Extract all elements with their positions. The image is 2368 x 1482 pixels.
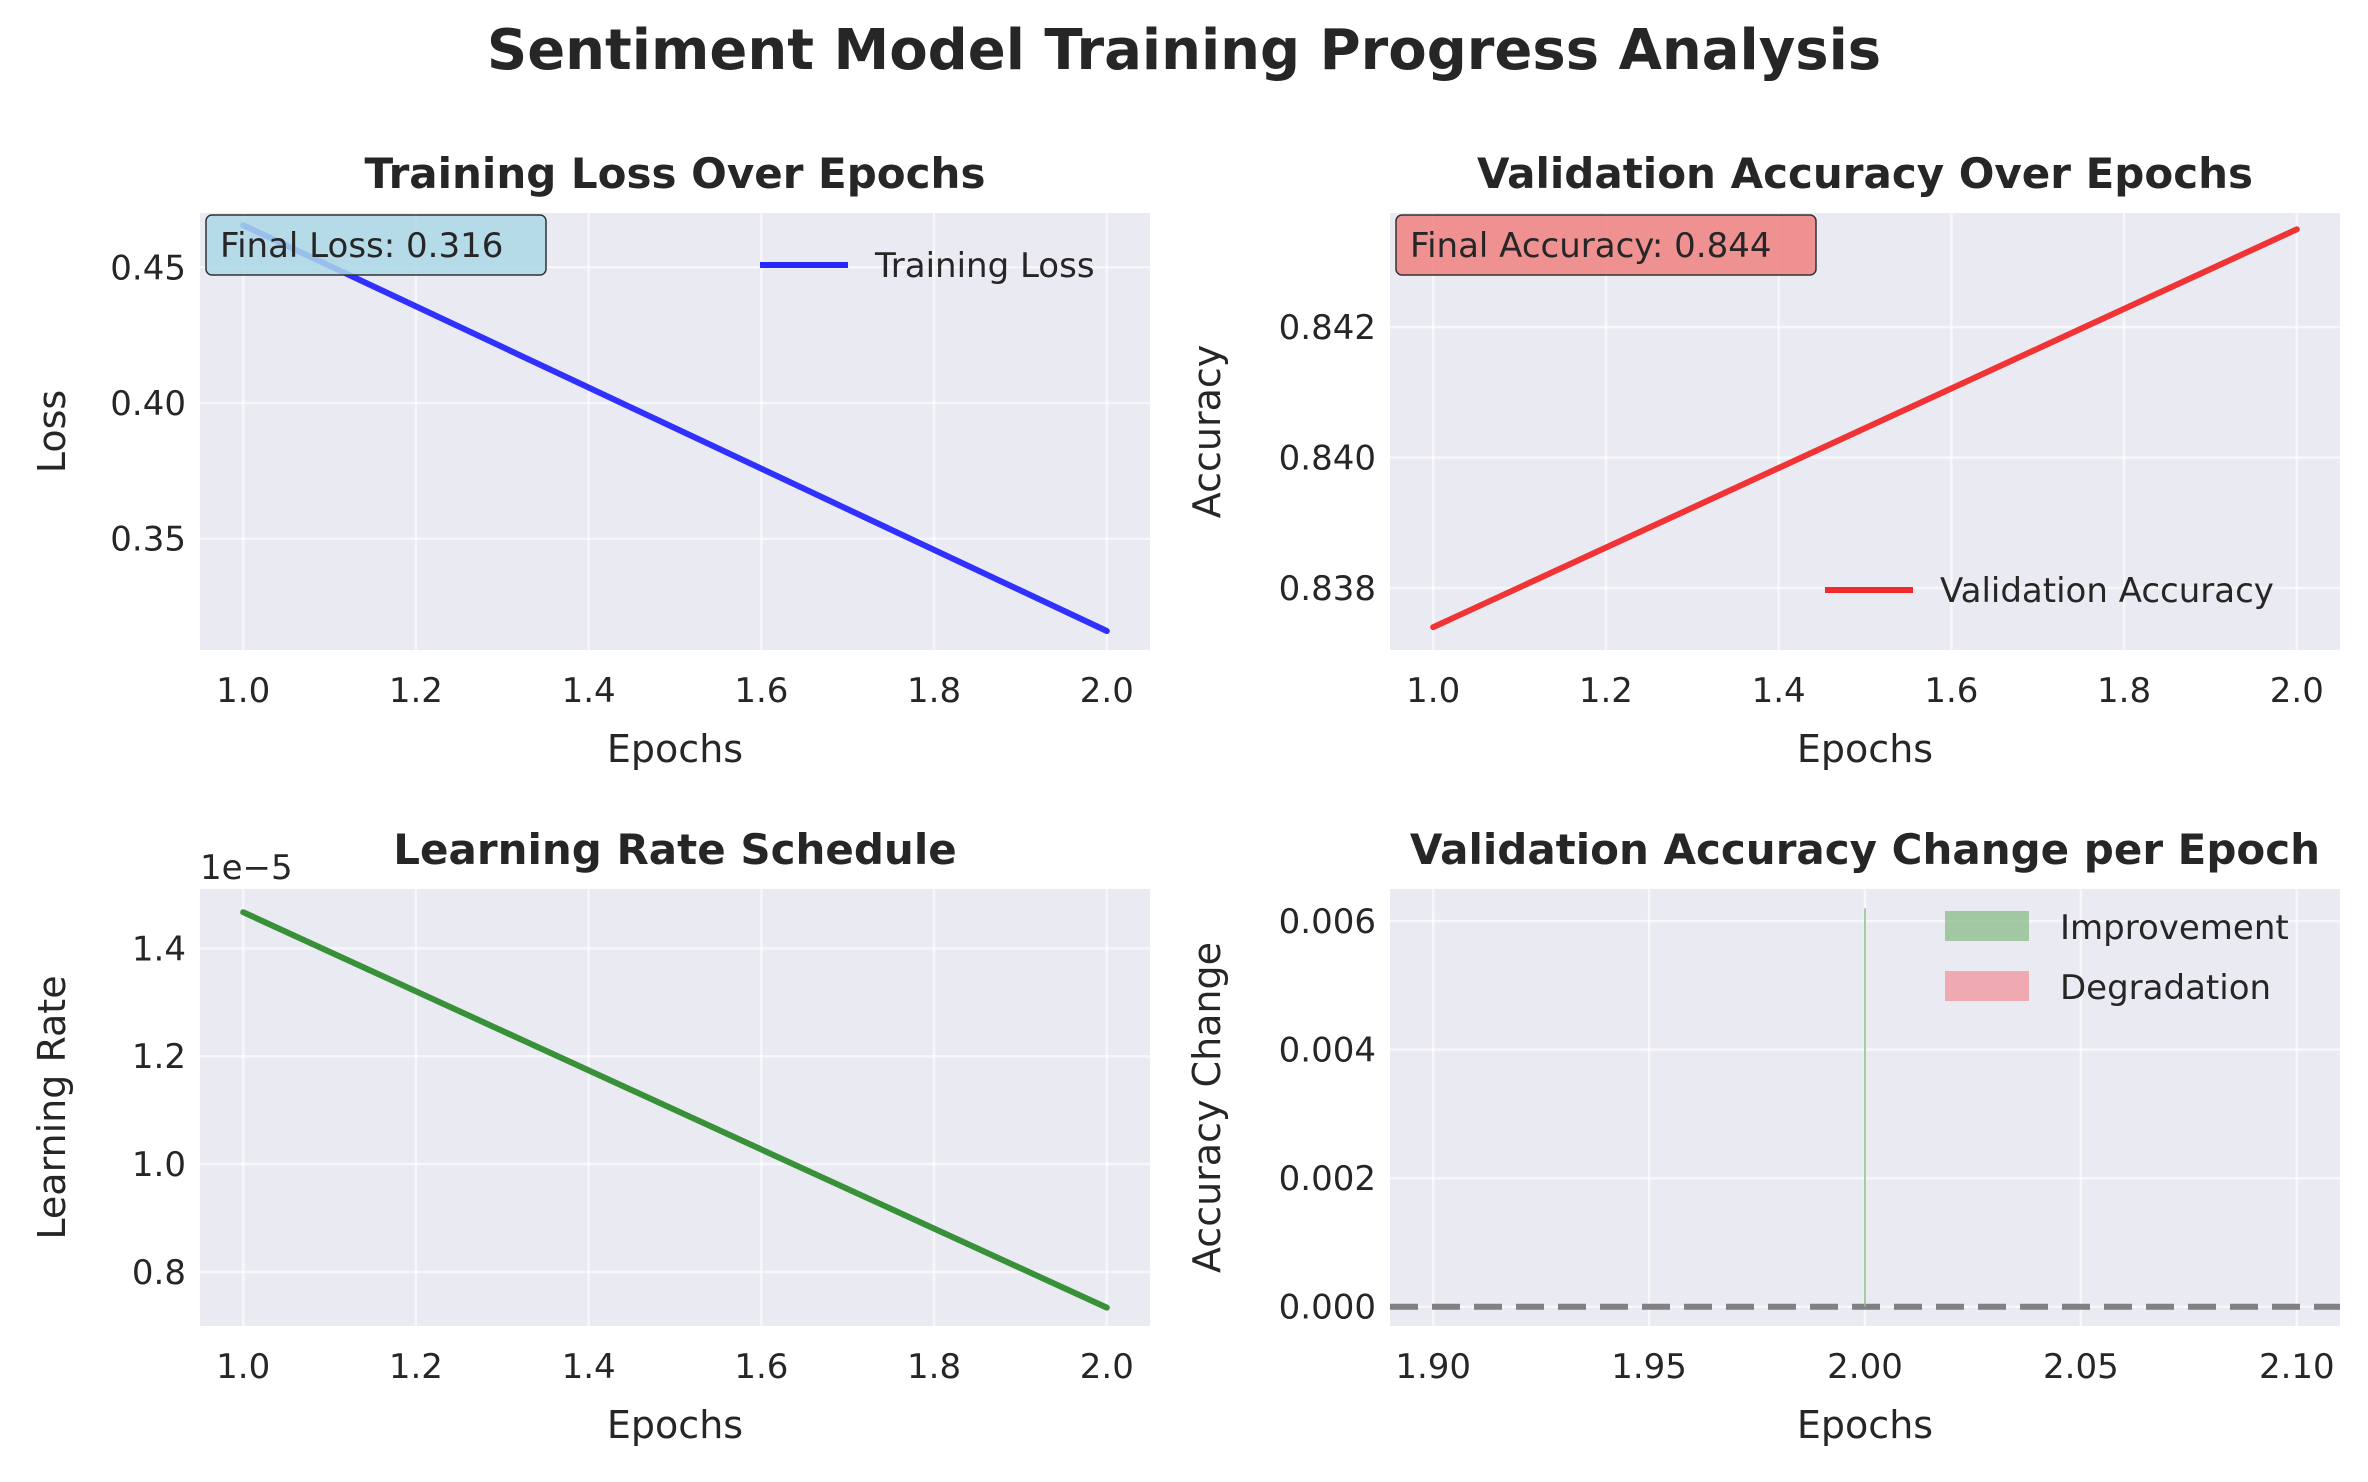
- x-tick-label: 1.2: [1579, 671, 1633, 711]
- x-tick-label: 1.90: [1395, 1347, 1471, 1387]
- x-tick-label: 2.0: [1080, 671, 1134, 711]
- x-tick-label: 1.6: [734, 1347, 788, 1387]
- y-tick-label: 0.840: [1279, 439, 1376, 479]
- legend: Training Loss: [760, 246, 1095, 286]
- y-tick-label: 0.004: [1279, 1031, 1376, 1071]
- final-value-annotation: Final Accuracy: 0.844: [1395, 214, 1817, 276]
- y-axis-label: Learning Rate: [30, 975, 74, 1239]
- legend-swatch-degradation: [1945, 971, 2029, 1001]
- y-axis-label: Loss: [30, 390, 74, 473]
- subplot-title: Validation Accuracy Change per Epoch: [1410, 825, 2320, 874]
- annotation-text: Final Loss: 0.316: [220, 226, 503, 266]
- subplot-acc_change: 1.90 1.95 2.00 2.05 2.10 0.000 0.002 0.004 0.006…: [1185, 825, 2340, 1447]
- y-tick-label: 0.006: [1279, 902, 1376, 942]
- x-tick-label: 1.4: [562, 671, 616, 711]
- y-tick-label: 0.000: [1279, 1288, 1376, 1328]
- x-tick-label: 1.4: [562, 1347, 616, 1387]
- x-tick-label: 1.6: [1924, 671, 1978, 711]
- x-tick-label: 2.05: [2043, 1347, 2119, 1387]
- legend-label: Improvement: [2060, 908, 2289, 948]
- legend-label: Training Loss: [874, 246, 1095, 286]
- y-axis-label: Accuracy Change: [1185, 942, 1229, 1273]
- series-line-lr: [240, 909, 1110, 1311]
- y-tick-label: 1.4: [132, 929, 186, 969]
- legend-label: Validation Accuracy: [1940, 571, 2274, 611]
- x-tick-label: 2.0: [1080, 1347, 1134, 1387]
- accuracy-change-bar: [1864, 908, 1866, 1307]
- x-tick-label: 1.95: [1611, 1347, 1687, 1387]
- x-tick-label: 2.0: [2270, 671, 2324, 711]
- x-tick-label: 1.0: [1406, 671, 1460, 711]
- x-axis-label: Epochs: [607, 727, 743, 771]
- annotation-box: [205, 214, 547, 276]
- legend-swatch-improvement: [1945, 911, 2029, 941]
- legend: Improvement Degradation: [1945, 908, 2289, 1008]
- x-tick-label: 2.10: [2259, 1347, 2335, 1387]
- y-tick-label: 1.2: [132, 1037, 186, 1077]
- x-axis-label: Epochs: [1797, 727, 1933, 771]
- y-axis-label: Accuracy: [1185, 345, 1229, 519]
- x-axis-label: Epochs: [1797, 1403, 1933, 1447]
- x-tick-label: 1.0: [216, 671, 270, 711]
- subplot-title: Learning Rate Schedule: [393, 825, 956, 874]
- x-axis-label: Epochs: [607, 1403, 743, 1447]
- x-tick-label: 1.6: [734, 671, 788, 711]
- subplot-accuracy: 1.0 1.2 1.4 1.6 1.8 2.0 0.838 0.840 0.842 Validat…: [1185, 149, 2340, 771]
- figure-title: Sentiment Model Training Progress Analys…: [486, 18, 1882, 83]
- final-value-annotation: Final Loss: 0.316: [205, 214, 547, 276]
- y-tick-label: 0.8: [132, 1253, 186, 1293]
- subplot-title: Validation Accuracy Over Epochs: [1477, 149, 2253, 198]
- x-tick-label: 1.8: [2097, 671, 2151, 711]
- y-scale-offset-label: 1e−5: [200, 848, 293, 888]
- y-tick-label: 0.838: [1279, 569, 1376, 609]
- subplot-lr: 1.0 1.2 1.4 1.6 1.8 2.0 0.8 1.0 1.2 1.4 Learning R…: [30, 825, 1150, 1447]
- series-line-loss: [240, 222, 1110, 634]
- x-tick-label: 1.8: [907, 671, 961, 711]
- annotation-text: Final Accuracy: 0.844: [1410, 226, 1772, 266]
- x-tick-label: 2.00: [1827, 1347, 1903, 1387]
- subplot-loss: 1.0 1.2 1.4 1.6 1.8 2.0 0.35 0.40 0.45 Training L…: [30, 149, 1150, 771]
- y-tick-label: 1.0: [132, 1145, 186, 1185]
- y-tick-label: 0.842: [1279, 308, 1376, 348]
- legend: Validation Accuracy: [1825, 571, 2274, 611]
- annotation-box: [1395, 214, 1817, 276]
- series-line-accuracy: [1430, 226, 2300, 631]
- x-tick-label: 1.0: [216, 1347, 270, 1387]
- x-tick-label: 1.8: [907, 1347, 961, 1387]
- subplot-title: Training Loss Over Epochs: [365, 149, 986, 198]
- y-tick-label: 0.002: [1279, 1159, 1376, 1199]
- x-tick-label: 1.2: [389, 1347, 443, 1387]
- x-tick-label: 1.2: [389, 671, 443, 711]
- y-tick-label: 0.40: [110, 384, 186, 424]
- legend-label: Degradation: [2060, 968, 2271, 1008]
- x-tick-label: 1.4: [1752, 671, 1806, 711]
- y-tick-label: 0.35: [110, 520, 186, 560]
- y-tick-label: 0.45: [110, 248, 186, 288]
